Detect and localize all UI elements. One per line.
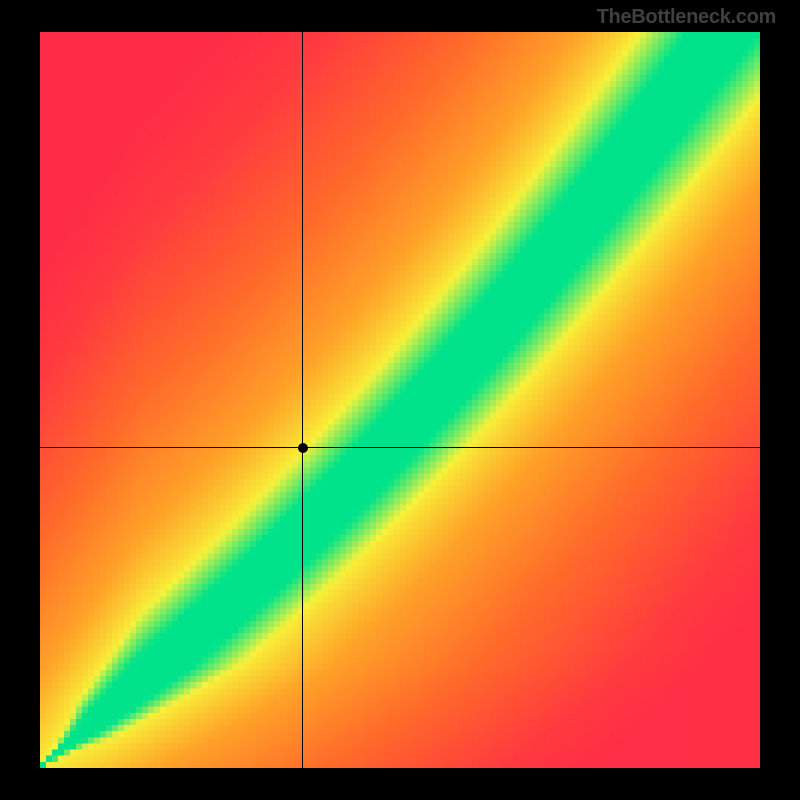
chart-container: TheBottleneck.com <box>0 0 800 800</box>
bottleneck-heatmap <box>40 32 760 768</box>
crosshair-horizontal <box>40 447 760 448</box>
crosshair-vertical <box>302 32 303 768</box>
crosshair-marker <box>298 443 308 453</box>
watermark-text: TheBottleneck.com <box>597 6 776 29</box>
